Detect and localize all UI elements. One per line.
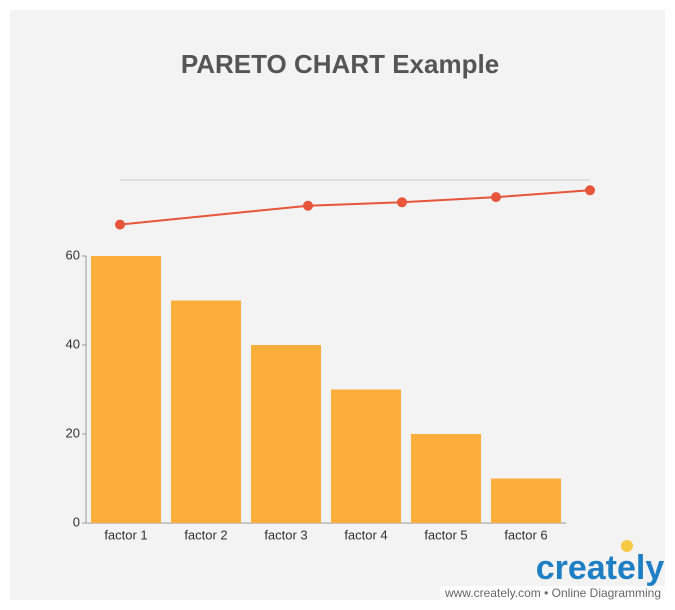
logo-bulb	[621, 540, 633, 552]
x-tick-label: factor 4	[344, 527, 387, 542]
bar	[331, 389, 401, 523]
y-tick-label: 20	[66, 425, 80, 440]
y-tick-label: 60	[66, 247, 80, 262]
x-tick-label: factor 1	[104, 527, 147, 542]
chart-title: PARETO CHART Example	[181, 49, 499, 79]
point	[115, 219, 125, 230]
bar	[491, 478, 561, 523]
brand-logo: creately	[536, 549, 665, 587]
bar	[91, 256, 161, 523]
point	[491, 192, 501, 203]
x-tick-label: factor 3	[264, 527, 307, 542]
x-tick-label: factor 6	[504, 527, 547, 542]
x-tick-label: factor 2	[184, 527, 227, 542]
point	[397, 197, 407, 208]
x-tick-label: factor 5	[424, 527, 467, 542]
bar	[251, 345, 321, 523]
bar	[171, 300, 241, 523]
point	[303, 200, 313, 211]
brand-caption: www.creately.com • Online Diagramming	[444, 586, 661, 600]
point	[585, 185, 595, 196]
bar	[411, 434, 481, 523]
caption-bg	[440, 586, 665, 602]
y-tick-label: 40	[66, 336, 80, 351]
y-tick-label: 0	[73, 514, 80, 529]
